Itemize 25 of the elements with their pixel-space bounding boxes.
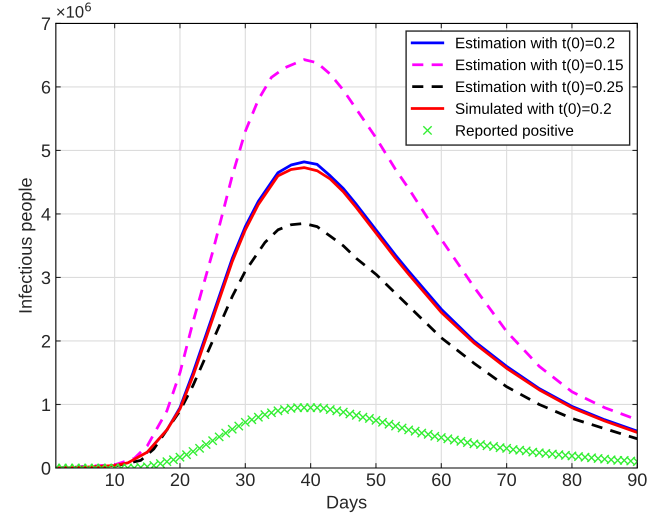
x-tick-label: 10 [106,473,124,486]
legend-label: Estimation with t(0)=0.25 [456,80,623,96]
x-tick-label: 90 [628,473,647,486]
y-tick-label: 5 [42,144,50,158]
x-tick-label: 30 [236,473,255,486]
x-tick-label: 60 [432,473,451,486]
x-tick-label: 50 [366,473,386,486]
legend-label: Reported positive [456,124,574,139]
x-tick-label: 80 [562,473,582,486]
x-axis-title: Days [327,496,366,512]
x-tick-label: 20 [170,473,190,486]
x-tick-label: 40 [301,473,320,486]
text: ×10$^{6}$ [57,2,91,18]
y-tick-label: 0 [42,462,50,475]
y-tick-label: 6 [42,80,50,94]
legend-label: Simulated with t(0)=0.2 [456,102,611,118]
y-tick-label: 1 [42,398,50,412]
y-tick-label: 4 [41,208,50,220]
y-tick-label: 3 [42,271,50,284]
y-axis-title: Infectious people [18,178,36,312]
y-tick-label: 7 [42,18,50,30]
legend-label: Estimation with t(0)=0.2 [456,37,614,52]
y-tick-label: 2 [42,334,50,348]
legend-label: Estimation with t(0)=0.15 [456,59,623,74]
x-tick-label: 70 [498,473,516,486]
